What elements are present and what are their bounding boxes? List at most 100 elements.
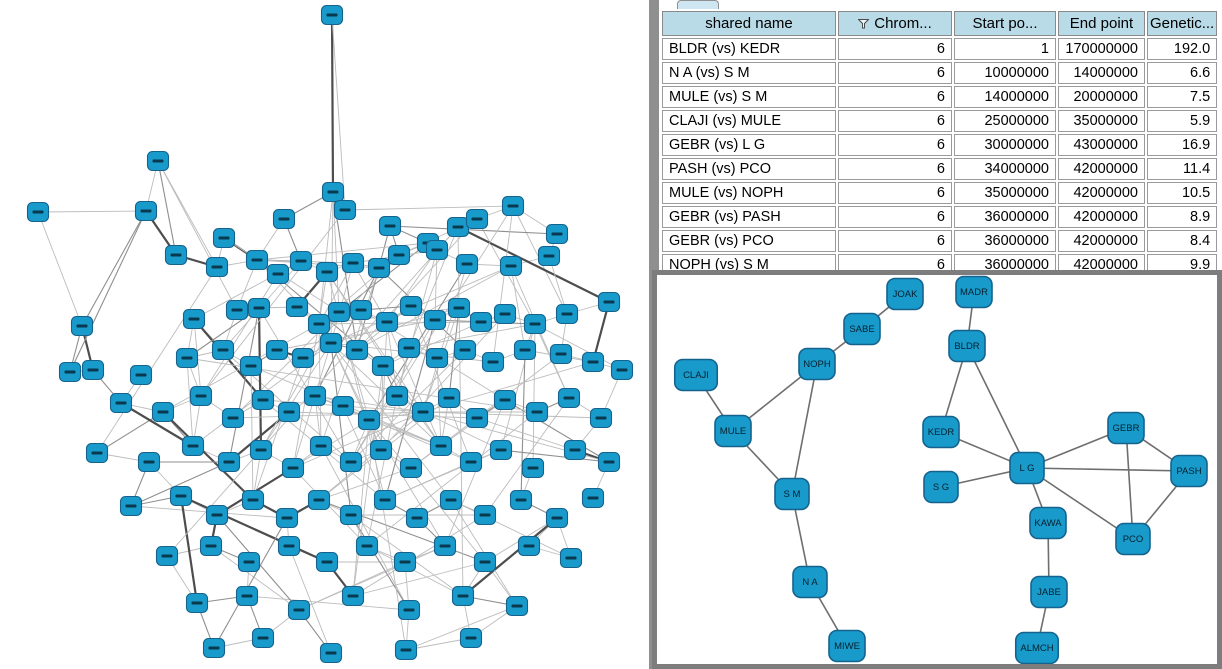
network-node[interactable] bbox=[399, 295, 423, 317]
cell-shared-name[interactable]: CLAJI (vs) MULE bbox=[662, 110, 836, 132]
network-node-ALMCH[interactable]: ALMCH bbox=[1014, 631, 1060, 664]
cell-value[interactable]: 5.9 bbox=[1147, 110, 1218, 132]
network-node[interactable] bbox=[446, 216, 470, 238]
network-node[interactable] bbox=[349, 299, 373, 321]
network-node[interactable] bbox=[134, 200, 158, 222]
network-node-KAWA[interactable]: KAWA bbox=[1029, 506, 1067, 540]
network-node[interactable] bbox=[481, 351, 505, 373]
network-edge[interactable] bbox=[492, 205, 514, 363]
network-node[interactable] bbox=[610, 359, 634, 381]
network-node-PCO[interactable]: PCO bbox=[1115, 522, 1151, 556]
network-node[interactable] bbox=[307, 313, 331, 335]
column-header-start-position[interactable]: Start po... bbox=[954, 11, 1056, 36]
network-node[interactable] bbox=[371, 355, 395, 377]
network-edge[interactable] bbox=[246, 595, 410, 611]
network-node[interactable] bbox=[175, 347, 199, 369]
network-node[interactable] bbox=[459, 451, 483, 473]
network-node[interactable] bbox=[307, 489, 331, 511]
network-node[interactable] bbox=[399, 457, 423, 479]
network-node[interactable] bbox=[397, 337, 421, 359]
network-edge[interactable] bbox=[200, 273, 279, 397]
network-node-NOPH[interactable]: NOPH bbox=[798, 347, 836, 381]
network-node[interactable] bbox=[425, 239, 449, 261]
network-edge[interactable] bbox=[520, 349, 526, 501]
cell-value[interactable]: 42000000 bbox=[1058, 230, 1145, 252]
cell-shared-name[interactable]: MULE (vs) NOPH bbox=[662, 182, 836, 204]
network-edge[interactable] bbox=[386, 321, 442, 447]
network-node[interactable] bbox=[331, 395, 355, 417]
cell-value[interactable]: 36000000 bbox=[954, 206, 1056, 228]
network-node[interactable] bbox=[429, 435, 453, 457]
network-node[interactable] bbox=[277, 401, 301, 423]
network-edge[interactable] bbox=[257, 307, 263, 451]
network-node[interactable] bbox=[433, 535, 457, 557]
cell-value[interactable]: 42000000 bbox=[1058, 158, 1145, 180]
network-edge[interactable] bbox=[330, 342, 452, 501]
network-node[interactable] bbox=[58, 361, 82, 383]
cell-value[interactable]: 192.0 bbox=[1147, 38, 1218, 60]
table-row[interactable]: GEBR (vs) PCO 6 36000000 42000000 8.4 bbox=[662, 230, 1218, 252]
cell-value[interactable]: 6 bbox=[838, 134, 952, 156]
network-node[interactable] bbox=[319, 332, 343, 354]
cell-value[interactable]: 6 bbox=[838, 38, 952, 60]
network-edge[interactable] bbox=[389, 225, 558, 235]
network-node[interactable] bbox=[315, 551, 339, 573]
network-node[interactable] bbox=[164, 244, 188, 266]
network-node[interactable] bbox=[455, 253, 479, 275]
network-edge[interactable] bbox=[157, 160, 177, 256]
network-edge[interactable] bbox=[484, 397, 570, 516]
network-node[interactable] bbox=[169, 485, 193, 507]
network-node[interactable] bbox=[320, 4, 344, 26]
network-node[interactable] bbox=[85, 442, 109, 464]
network-edge[interactable] bbox=[356, 265, 512, 351]
network-edge[interactable] bbox=[37, 211, 83, 327]
network-node[interactable] bbox=[319, 642, 343, 664]
network-edge[interactable] bbox=[162, 411, 254, 501]
network-edge[interactable] bbox=[386, 249, 438, 323]
network-node[interactable] bbox=[555, 303, 579, 325]
network-edge[interactable] bbox=[292, 411, 424, 469]
network-edge[interactable] bbox=[330, 342, 352, 516]
network-edge[interactable] bbox=[331, 14, 346, 211]
cell-value[interactable]: 10000000 bbox=[954, 62, 1056, 84]
network-edge[interactable] bbox=[450, 499, 572, 559]
network-node[interactable] bbox=[266, 263, 290, 285]
cell-shared-name[interactable]: N A (vs) S M bbox=[662, 62, 836, 84]
network-node[interactable] bbox=[459, 627, 483, 649]
cell-shared-name[interactable]: GEBR (vs) PASH bbox=[662, 206, 836, 228]
table-row[interactable]: GEBR (vs) L G 6 30000000 43000000 16.9 bbox=[662, 134, 1218, 156]
network-node[interactable] bbox=[181, 435, 205, 457]
network-edge[interactable] bbox=[120, 402, 194, 447]
network-node[interactable] bbox=[345, 339, 369, 361]
network-edge[interactable] bbox=[366, 545, 464, 597]
network-node[interactable] bbox=[563, 439, 587, 461]
network-edge[interactable] bbox=[366, 395, 398, 547]
network-edge[interactable] bbox=[422, 411, 602, 419]
network-edge[interactable] bbox=[69, 210, 147, 373]
table-row[interactable]: GEBR (vs) PASH 6 36000000 42000000 8.9 bbox=[662, 206, 1218, 228]
network-node[interactable] bbox=[581, 487, 605, 509]
network-edge[interactable] bbox=[534, 323, 623, 371]
network-node[interactable] bbox=[205, 256, 229, 278]
network-edge[interactable] bbox=[368, 419, 442, 447]
network-node[interactable] bbox=[247, 297, 271, 319]
network-edge[interactable] bbox=[350, 514, 410, 611]
network-edge[interactable] bbox=[320, 445, 410, 611]
network-node[interactable] bbox=[321, 181, 345, 203]
network-node[interactable] bbox=[465, 208, 489, 230]
network-edge[interactable] bbox=[384, 461, 472, 501]
cell-value[interactable]: 1 bbox=[954, 38, 1056, 60]
cell-value[interactable]: 35000000 bbox=[1058, 110, 1145, 132]
cell-value[interactable]: 14000000 bbox=[1058, 62, 1145, 84]
network-edge[interactable] bbox=[314, 267, 380, 397]
table-row[interactable]: NOPH (vs) S M 6 36000000 42000000 9.9 bbox=[662, 254, 1218, 276]
network-node[interactable] bbox=[185, 592, 209, 614]
network-edge[interactable] bbox=[292, 467, 368, 547]
network-node[interactable] bbox=[119, 495, 143, 517]
network-node[interactable] bbox=[182, 308, 206, 330]
network-edge[interactable] bbox=[186, 357, 194, 447]
network-node[interactable] bbox=[277, 535, 301, 557]
network-node[interactable] bbox=[309, 435, 333, 457]
column-header-chromosome[interactable]: Chrom... bbox=[838, 11, 952, 36]
network-node[interactable] bbox=[109, 392, 133, 414]
